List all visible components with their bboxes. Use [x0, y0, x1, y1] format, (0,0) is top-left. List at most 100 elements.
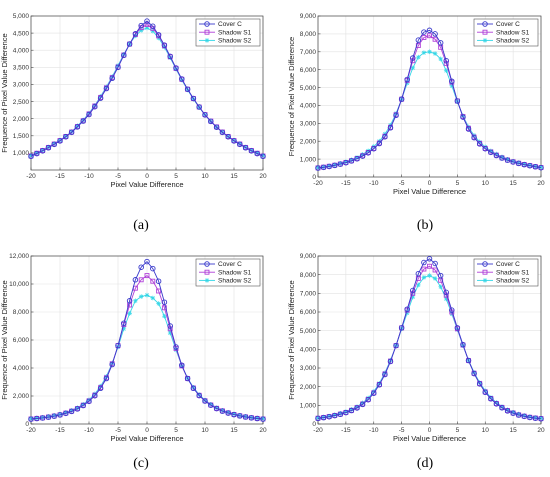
legend-label-s2: Shadow S2 [218, 278, 252, 285]
y-tick-label: 5,000 [300, 328, 317, 335]
data-point-cover [51, 141, 57, 148]
x-axis-label: Pixel Value Difference [110, 180, 183, 189]
data-point-s2 [156, 301, 161, 306]
data-point-s1 [427, 33, 432, 39]
data-point-s2 [208, 401, 214, 407]
data-point-cover [150, 265, 156, 272]
data-point-s2 [343, 159, 349, 165]
data-point-s1 [421, 35, 427, 40]
data-point-cover [121, 52, 127, 59]
panel-caption: (a) [133, 218, 149, 233]
y-tick-label: 3,500 [13, 65, 30, 72]
data-point-s1 [138, 277, 144, 283]
data-point-cover [331, 412, 338, 419]
data-point-s2 [404, 310, 410, 316]
data-point-s2 [202, 397, 208, 403]
data-point-cover [144, 18, 150, 24]
data-point-cover [179, 362, 185, 368]
data-point-cover [326, 163, 332, 170]
data-point-cover [493, 401, 500, 407]
data-point-cover [315, 415, 321, 422]
data-point-cover [132, 31, 139, 37]
data-point-cover [167, 53, 173, 60]
x-tick-label: 5 [456, 180, 460, 187]
data-point-cover [254, 415, 260, 422]
data-point-cover [504, 157, 511, 163]
data-point-cover [39, 415, 46, 421]
y-tick-label: 9,000 [300, 253, 317, 260]
panel-caption: (c) [133, 456, 149, 471]
legend-label-s2: Shadow S2 [496, 38, 530, 45]
data-point-cover [538, 416, 544, 422]
data-point-cover [28, 153, 34, 160]
x-axis-label: Pixel Value Difference [393, 187, 466, 196]
y-axis-label: Frequence of Pixel Value Difference [287, 37, 296, 156]
data-point-s2 [104, 84, 109, 90]
data-point-cover [57, 138, 63, 144]
data-point-cover [103, 85, 110, 92]
legend-marker-cover [204, 261, 210, 267]
data-point-s2 [416, 54, 421, 60]
x-tick-label: 5 [174, 173, 178, 180]
data-point-cover [74, 406, 81, 412]
data-point-cover [499, 155, 505, 161]
data-point-s2 [499, 404, 505, 409]
data-point-cover [337, 411, 344, 418]
data-point-cover [103, 375, 110, 382]
data-point-cover [449, 78, 455, 85]
data-point-cover [138, 22, 144, 29]
data-point-cover [437, 40, 444, 46]
legend-label-cover: Cover C [218, 21, 242, 28]
data-point-cover [231, 411, 237, 418]
data-point-cover [499, 405, 505, 411]
data-point-cover [254, 150, 260, 157]
data-point-cover [231, 138, 237, 144]
data-point-s2 [410, 65, 416, 71]
y-tick-label: 4,500 [13, 30, 30, 37]
data-point-s2 [432, 276, 438, 281]
y-axis-label: Frequence of Pixel Value Difference [0, 33, 9, 152]
y-tick-label: 2,000 [13, 393, 30, 400]
data-point-cover [155, 278, 162, 284]
data-point-cover [415, 37, 422, 43]
data-point-cover [354, 156, 360, 162]
data-point-s2 [150, 295, 156, 301]
data-point-cover [421, 259, 427, 266]
y-tick-label: 8,000 [13, 309, 30, 316]
x-tick-label: 5 [174, 427, 178, 434]
x-tick-label: 10 [482, 427, 490, 434]
data-point-s2 [527, 414, 533, 420]
data-point-cover [260, 416, 266, 422]
data-point-cover [80, 118, 86, 124]
data-point-cover [387, 358, 394, 365]
data-point-cover [521, 413, 528, 420]
data-point-cover [57, 412, 63, 418]
data-point-cover [208, 118, 214, 125]
chart-panel-b: -20 -15 -10 -5 0 5 10 15 20 0 1,000 2,000 3,000 4,000… [287, 13, 545, 233]
y-tick-label: 3,000 [13, 82, 30, 89]
x-tick-label: 5 [456, 427, 460, 434]
data-point-s2 [51, 413, 57, 418]
data-point-s2 [494, 151, 499, 157]
data-point-cover [527, 414, 533, 421]
data-point-cover [202, 398, 208, 404]
x-tick-label: 20 [259, 427, 267, 434]
data-point-s2 [482, 388, 488, 394]
data-point-cover [398, 96, 405, 102]
data-point-s2 [499, 154, 505, 160]
data-point-s2 [510, 409, 516, 415]
data-point-s2 [75, 123, 80, 129]
data-point-cover [337, 161, 344, 167]
y-tick-label: 7,000 [300, 49, 317, 56]
data-point-cover [482, 389, 489, 396]
data-point-s2 [121, 326, 127, 332]
data-point-s2 [516, 411, 521, 417]
x-tick-label: -5 [115, 427, 121, 434]
x-tick-label: 15 [230, 427, 238, 434]
data-point-cover [326, 413, 332, 420]
data-point-cover [109, 75, 115, 82]
data-point-cover [63, 410, 69, 417]
y-tick-label: 2,000 [300, 384, 317, 391]
y-tick-label: 1,000 [300, 403, 317, 410]
y-tick-label: 6,000 [13, 337, 30, 344]
